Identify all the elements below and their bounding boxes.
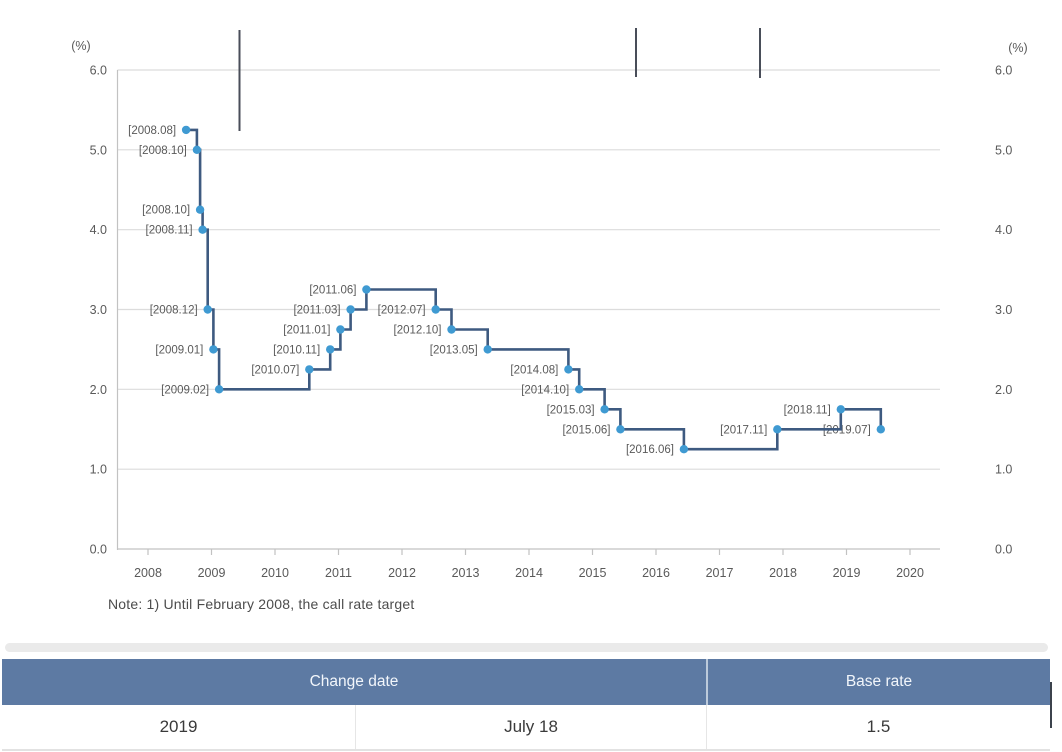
data-point-labels: [2008.08] [2008.10] [2008.10] [2008.11] [200… — [128, 125, 871, 456]
data-point-label: [2015.06] — [562, 424, 610, 436]
data-point-marker — [600, 405, 609, 414]
divider-bar — [5, 643, 1048, 652]
data-point-marker — [616, 425, 625, 434]
x-tick-label: 2008 — [134, 566, 162, 580]
data-point-label: [2013.05] — [430, 344, 478, 356]
y-tick-label-right: 2.0 — [995, 383, 1012, 397]
data-point-marker — [192, 145, 202, 154]
x-tick-label: 2017 — [706, 566, 734, 580]
data-point-marker — [483, 345, 492, 354]
y-tick-label-right: 4.0 — [995, 223, 1012, 237]
y-tick-label-right: 3.0 — [995, 303, 1012, 317]
vertical-scrollbar-thumb[interactable] — [1050, 682, 1052, 728]
cell-change-date: July 18 — [356, 705, 707, 749]
data-point-label: [2011.03] — [293, 305, 340, 317]
data-point-label: [2008.12] — [150, 305, 198, 317]
y-tick-labels: 0.0 0.0 1.0 1.0 2.0 2.0 3.0 3.0 4.0 4.0 5.0 5.0 6.0 6… — [90, 64, 1013, 557]
x-tick-label: 2015 — [579, 566, 607, 580]
y-tick-label-left: 0.0 — [90, 543, 107, 557]
data-point-marker — [836, 405, 845, 414]
data-point-label: [2016.06] — [626, 444, 674, 456]
axes — [116, 70, 911, 555]
data-point-marker — [564, 365, 573, 374]
y-axis-unit-right: (%) — [1008, 41, 1027, 55]
data-point-label: [2015.03] — [547, 404, 595, 416]
data-point-marker — [773, 425, 782, 434]
x-tick-label: 2014 — [515, 566, 543, 580]
table-header-base-rate: Base rate — [845, 673, 913, 690]
data-point-label: [2012.07] — [378, 305, 426, 317]
x-tick-label: 2016 — [642, 566, 670, 580]
y-tick-label-left: 2.0 — [90, 383, 107, 397]
data-point-marker — [195, 205, 205, 214]
data-point-label: [2014.08] — [510, 364, 558, 376]
data-point-label: [2008.10] — [142, 205, 190, 217]
gridlines — [117, 69, 940, 550]
data-point-label: [2014.10] — [521, 384, 569, 396]
data-point-label: [2010.11] — [273, 344, 320, 356]
y-tick-label-left: 3.0 — [90, 303, 107, 317]
y-tick-label-right: 5.0 — [995, 143, 1012, 157]
table-header-change-date: Change date — [2, 659, 708, 705]
data-point-label: [2008.08] — [128, 125, 176, 137]
data-point-markers — [181, 125, 885, 454]
data-point-marker — [198, 225, 207, 234]
table-header-row: Change date Base rate — [2, 659, 1050, 705]
x-tick-labels: 2008 2009 2010 2011 2012 2013 2014 2015 2016 2017… — [134, 566, 924, 580]
step-line — [186, 128, 883, 451]
data-point-label: [2019.07] — [823, 424, 871, 436]
data-point-label: [2008.11] — [146, 225, 193, 237]
x-tick-label: 2011 — [325, 566, 352, 580]
x-tick-label: 2010 — [261, 566, 289, 580]
data-point-label: [2018.11] — [784, 404, 831, 416]
y-tick-label-left: 5.0 — [90, 143, 107, 157]
cell-change-year: 2019 — [2, 705, 356, 749]
data-point-label: [2009.01] — [155, 344, 203, 356]
data-point-label: [2009.02] — [161, 384, 209, 396]
data-point-marker — [679, 445, 689, 454]
cell-base-rate: 1.5 — [866, 717, 891, 736]
data-point-marker — [336, 325, 345, 334]
data-point-label: [2008.10] — [139, 145, 187, 157]
data-point-marker — [214, 385, 224, 394]
base-rate-step-chart: (%) (%) 0.0 0.0 1.0 1.0 2.0 2.0 3.0 3.0 4.0 4.0 5.… — [71, 28, 1028, 580]
x-tick-label: 2019 — [833, 566, 861, 580]
data-point-marker — [346, 305, 355, 314]
data-point-label: [2012.10] — [394, 324, 442, 336]
data-point-marker — [575, 385, 584, 394]
y-tick-label-right: 1.0 — [995, 463, 1012, 477]
y-tick-label-left: 4.0 — [90, 223, 107, 237]
data-point-marker — [431, 305, 440, 314]
y-tick-label-left: 1.0 — [90, 463, 107, 477]
rate-table: Change date Base rate 2019 July 18 1.5 — [2, 659, 1050, 751]
x-tick-label: 2018 — [769, 566, 797, 580]
data-point-marker — [447, 325, 456, 334]
table-row: 2019 July 18 1.5 — [2, 705, 1050, 751]
x-tick-label: 2012 — [388, 566, 416, 580]
data-point-label: [2017.11] — [720, 424, 767, 436]
data-point-marker — [209, 345, 218, 354]
data-point-marker — [362, 285, 371, 294]
y-tick-label-right: 6.0 — [995, 64, 1012, 78]
chart-note: Note: 1) Until February 2008, the call r… — [108, 596, 415, 612]
step-line-path — [186, 128, 883, 451]
y-tick-label-right: 0.0 — [995, 543, 1012, 557]
data-point-marker — [326, 345, 335, 354]
x-tick-label: 2009 — [198, 566, 226, 580]
data-point-label: [2011.06] — [309, 285, 356, 297]
x-tick-label: 2020 — [896, 566, 924, 580]
data-point-marker — [181, 125, 191, 135]
x-tick-label: 2013 — [452, 566, 480, 580]
y-axis-unit-left: (%) — [71, 39, 90, 53]
data-point-marker — [305, 365, 314, 374]
data-point-marker — [203, 305, 212, 314]
data-point-marker — [876, 425, 885, 434]
data-point-label: [2011.01] — [283, 324, 330, 336]
data-point-label: [2010.07] — [251, 364, 299, 376]
y-tick-label-left: 6.0 — [90, 64, 107, 78]
